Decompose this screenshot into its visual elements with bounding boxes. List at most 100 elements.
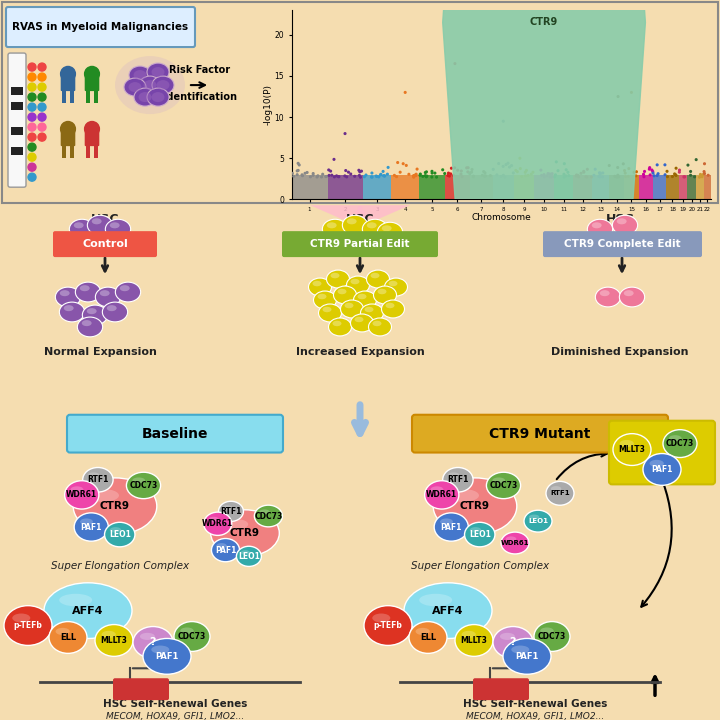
- Circle shape: [38, 73, 46, 81]
- Point: [307, 170, 319, 181]
- Ellipse shape: [327, 222, 337, 228]
- Bar: [328, 175, 363, 199]
- Point: [449, 58, 461, 69]
- Ellipse shape: [384, 278, 408, 296]
- Text: CTR9: CTR9: [460, 501, 490, 511]
- Ellipse shape: [127, 472, 161, 499]
- Point: [307, 168, 319, 179]
- Ellipse shape: [551, 486, 562, 492]
- Ellipse shape: [663, 430, 697, 457]
- Point: [495, 171, 507, 182]
- Ellipse shape: [55, 628, 70, 635]
- Ellipse shape: [318, 294, 326, 300]
- Ellipse shape: [404, 582, 492, 639]
- Ellipse shape: [382, 225, 392, 231]
- Ellipse shape: [100, 290, 109, 296]
- Text: PAF1: PAF1: [81, 523, 102, 531]
- Circle shape: [38, 123, 46, 131]
- Ellipse shape: [369, 318, 392, 336]
- Circle shape: [28, 143, 36, 151]
- Ellipse shape: [372, 613, 390, 623]
- Ellipse shape: [361, 304, 384, 322]
- Point: [562, 166, 574, 178]
- FancyBboxPatch shape: [85, 75, 99, 91]
- Point: [519, 166, 531, 178]
- Point: [389, 170, 400, 181]
- Point: [508, 167, 519, 179]
- Point: [491, 169, 503, 181]
- Point: [618, 158, 629, 170]
- Text: HSC: HSC: [91, 212, 120, 225]
- Text: ELL: ELL: [420, 633, 436, 642]
- Circle shape: [38, 113, 46, 121]
- Circle shape: [28, 83, 36, 91]
- Point: [560, 170, 572, 181]
- Ellipse shape: [371, 273, 379, 279]
- Point: [462, 162, 474, 174]
- Point: [323, 164, 335, 176]
- Point: [375, 168, 387, 180]
- Ellipse shape: [74, 513, 108, 541]
- Ellipse shape: [341, 300, 364, 318]
- Point: [504, 161, 516, 173]
- Ellipse shape: [69, 220, 94, 239]
- Ellipse shape: [503, 639, 551, 674]
- Point: [462, 166, 474, 178]
- Circle shape: [38, 133, 46, 141]
- FancyBboxPatch shape: [8, 53, 26, 187]
- Ellipse shape: [500, 633, 515, 640]
- Ellipse shape: [362, 220, 387, 239]
- Point: [408, 171, 420, 183]
- Point: [670, 170, 682, 181]
- Point: [287, 168, 298, 179]
- Ellipse shape: [338, 289, 346, 294]
- Point: [316, 171, 328, 183]
- Bar: [573, 175, 593, 199]
- Point: [630, 170, 642, 181]
- Point: [374, 169, 386, 181]
- Bar: [392, 175, 419, 199]
- Point: [500, 159, 512, 171]
- Ellipse shape: [588, 220, 613, 239]
- Bar: [94, 89, 99, 103]
- Circle shape: [38, 63, 46, 71]
- Point: [648, 170, 660, 181]
- Point: [514, 153, 526, 164]
- Point: [522, 170, 534, 181]
- Point: [552, 165, 564, 176]
- Ellipse shape: [333, 286, 356, 304]
- Bar: [445, 175, 469, 199]
- Ellipse shape: [534, 621, 570, 652]
- Point: [354, 166, 366, 178]
- FancyBboxPatch shape: [67, 415, 283, 453]
- Text: HSC: HSC: [346, 212, 374, 225]
- Point: [467, 163, 478, 175]
- Point: [498, 169, 509, 181]
- Ellipse shape: [318, 304, 341, 322]
- Ellipse shape: [88, 472, 99, 478]
- Ellipse shape: [366, 270, 390, 288]
- Ellipse shape: [259, 510, 270, 514]
- Point: [330, 170, 342, 181]
- Text: AFF4: AFF4: [72, 606, 104, 616]
- Point: [669, 168, 680, 180]
- Ellipse shape: [546, 482, 574, 505]
- Y-axis label: -log10(P): -log10(P): [264, 84, 273, 125]
- Point: [580, 171, 592, 182]
- Point: [603, 160, 615, 171]
- Ellipse shape: [364, 606, 412, 645]
- Ellipse shape: [174, 621, 210, 652]
- Ellipse shape: [382, 300, 405, 318]
- Point: [521, 165, 532, 176]
- Text: MLLT3: MLLT3: [461, 636, 487, 645]
- Ellipse shape: [109, 222, 120, 228]
- Ellipse shape: [151, 92, 164, 102]
- Text: Baseline: Baseline: [142, 427, 208, 441]
- Ellipse shape: [434, 513, 468, 541]
- Ellipse shape: [65, 481, 99, 509]
- Bar: [70, 144, 74, 158]
- Point: [294, 159, 305, 171]
- Ellipse shape: [60, 290, 70, 296]
- Text: CDC73: CDC73: [130, 481, 158, 490]
- Ellipse shape: [364, 307, 374, 312]
